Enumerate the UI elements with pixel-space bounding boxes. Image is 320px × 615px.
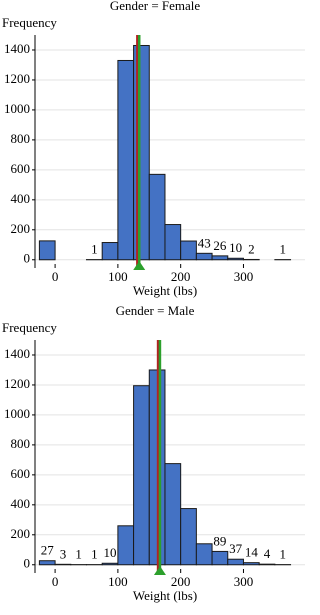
bar: [212, 256, 228, 260]
x-tick-label: 300: [234, 269, 254, 284]
bar: [196, 253, 212, 259]
data-label: 37: [229, 541, 243, 556]
data-label: 89: [213, 533, 226, 548]
y-tick-label: 400: [11, 496, 31, 511]
bar: [149, 174, 165, 259]
bar: [102, 243, 118, 260]
bar: [243, 563, 259, 565]
y-tick-label: 1000: [4, 101, 30, 116]
y-axis-label: Frequency: [2, 15, 57, 30]
chart-title: Gender = Female: [110, 0, 201, 13]
x-axis-label: Weight (lbs): [133, 588, 197, 603]
bar: [165, 464, 181, 565]
x-tick-label: 100: [108, 574, 128, 589]
y-tick-label: 600: [11, 161, 31, 176]
data-label: 4: [264, 546, 271, 561]
chart-title: Gender = Male: [116, 303, 195, 318]
bar: [259, 564, 275, 565]
y-tick-label: 800: [11, 131, 31, 146]
bar: [228, 559, 244, 565]
data-label: 1: [279, 547, 286, 562]
bar: [181, 241, 197, 260]
y-tick-label: 200: [11, 526, 31, 541]
bar: [181, 509, 197, 565]
bar: [118, 60, 134, 259]
y-tick-label: 1200: [4, 376, 30, 391]
y-tick-label: 200: [11, 221, 31, 236]
data-label: 2: [248, 241, 255, 256]
data-label: 1: [75, 547, 82, 562]
data-label: 26: [213, 238, 227, 253]
y-tick-label: 1200: [4, 71, 30, 86]
x-tick-label: 100: [108, 269, 128, 284]
x-tick-label: 0: [52, 574, 59, 589]
bar: [39, 561, 55, 565]
data-label: 1: [91, 547, 98, 562]
bar: [39, 241, 55, 260]
reference-marker: [154, 566, 166, 575]
y-tick-label: 1400: [4, 41, 30, 56]
chart: Gender = FemaleFrequency0200400600800100…: [0, 0, 311, 610]
data-label: 10: [104, 545, 117, 560]
data-label: 3: [60, 546, 67, 561]
data-label: 1: [91, 242, 98, 257]
x-tick-label: 200: [171, 269, 191, 284]
data-label: 14: [245, 545, 259, 560]
y-tick-label: 0: [24, 556, 31, 571]
bar: [196, 544, 212, 565]
bar: [212, 551, 228, 564]
x-axis-label: Weight (lbs): [133, 283, 197, 298]
bar: [228, 258, 244, 259]
x-tick-label: 0: [52, 269, 59, 284]
reference-marker: [133, 261, 145, 270]
y-tick-label: 1400: [4, 346, 30, 361]
bar: [134, 45, 150, 259]
y-tick-label: 800: [11, 436, 31, 451]
bar: [165, 225, 181, 260]
y-tick-label: 400: [11, 191, 31, 206]
bar: [118, 526, 134, 565]
bar: [134, 386, 150, 565]
x-tick-label: 200: [171, 574, 191, 589]
data-label: 43: [198, 235, 211, 250]
y-tick-label: 600: [11, 466, 31, 481]
data-label: 10: [229, 240, 242, 255]
x-tick-label: 300: [234, 574, 254, 589]
data-label: 27: [41, 543, 55, 558]
y-tick-label: 1000: [4, 406, 30, 421]
y-tick-label: 0: [24, 251, 31, 266]
y-axis-label: Frequency: [2, 320, 57, 335]
bar: [102, 563, 118, 564]
data-label: 1: [279, 242, 286, 257]
